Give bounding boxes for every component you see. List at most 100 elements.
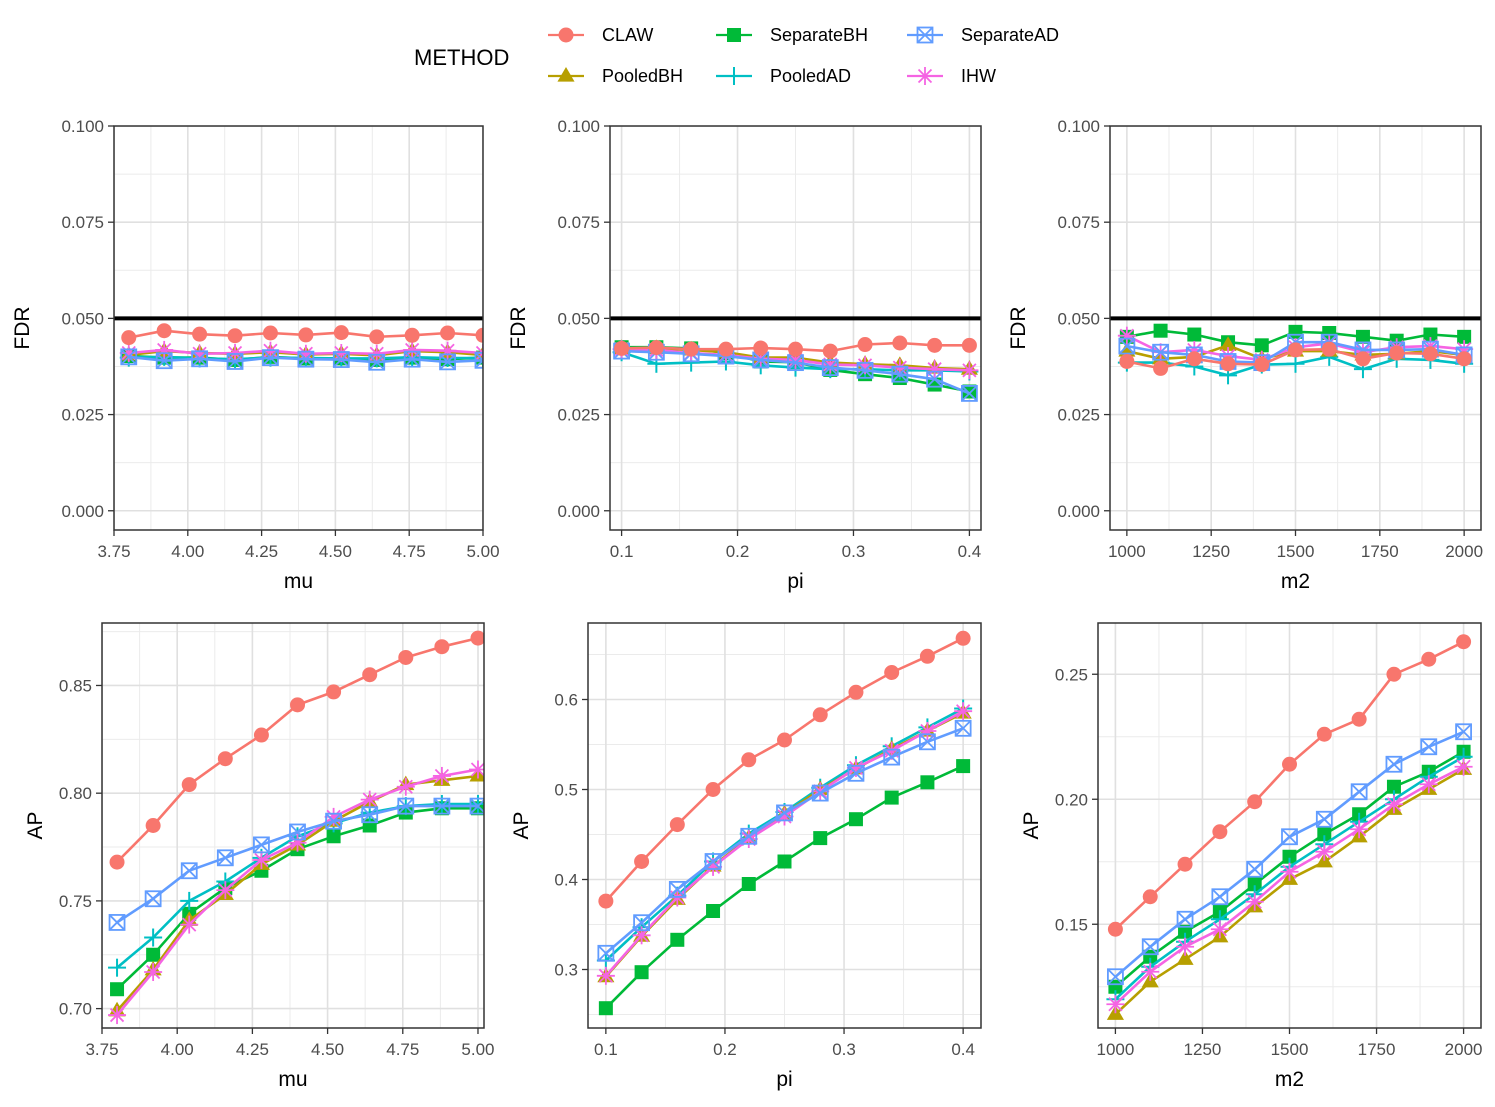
claw-point [1142,889,1158,905]
separatead-point [262,349,279,367]
series-claw [1119,341,1472,376]
series-claw [1107,634,1472,937]
x-axis-title: pi [787,570,803,593]
claw-point [1119,353,1135,369]
ihw-point [1315,842,1334,861]
separatead-point [776,804,793,822]
separatead-point [919,733,936,751]
separatebh-point [634,965,649,980]
legend-label-separatead: SeparateAD [961,25,1059,45]
separatead-point [821,359,839,377]
legend-key-ihw: IHW [907,66,996,86]
separatebh-point [1254,338,1269,353]
claw-point [1389,345,1405,361]
ihw-point [1454,757,1473,776]
separatead-point [403,350,421,368]
claw-point [290,697,306,713]
claw-point [181,777,197,793]
claw-point [333,325,349,341]
claw-point [440,325,456,341]
ihw-point [288,833,307,852]
y-tick-label: 0.025 [61,406,104,425]
x-tick-label: 5.00 [466,542,499,561]
separatead-point [954,719,972,737]
separatebh-point [884,790,899,805]
ihw-point [226,344,245,363]
series-layer [1106,634,1473,1020]
separatead-point [469,797,484,815]
panel-border [587,622,982,1029]
separatead-point [439,353,456,371]
legend-title: METHOD [414,45,509,70]
separatead-point [1152,343,1169,361]
claw-point [1355,351,1371,367]
separatebh-point [1108,979,1123,994]
x-tick-label: 3.75 [97,542,130,561]
x-tick-label: 4.50 [319,542,352,561]
separatebh-point [920,775,935,790]
ihw-point [360,790,379,809]
claw-point [362,667,378,683]
y-tick-label: 0.4 [554,871,578,890]
y-tick-label: 0.050 [61,309,104,328]
x-tick-label: 1750 [1358,1040,1396,1059]
ihw-point [1210,920,1229,939]
x-tick-label: 1500 [1277,542,1315,561]
separatead-point [180,862,198,880]
panel-border [113,125,484,531]
ihw-point [1419,775,1438,794]
ihw-point [1384,795,1403,814]
separatebh-point [1143,949,1158,964]
x-tick-label: 0.1 [610,542,634,561]
x-tick-label: 1250 [1184,1040,1222,1059]
legend-key-claw: CLAW [548,25,653,45]
separatead-point [1211,888,1229,906]
claw-point [1321,341,1337,357]
series-claw [614,335,977,359]
claw-point [1422,346,1438,362]
claw-point [145,818,161,833]
pooledad-point [108,958,127,977]
ihw-point [1245,892,1264,911]
series-separatead [1107,723,1472,986]
x-tick-label: 5.00 [461,1040,494,1059]
claw-point [156,323,172,339]
separatead-point [847,764,865,782]
y-tick-label: 0.100 [557,117,600,136]
legend-key-separatead: SeparateAD [907,25,1059,45]
separatebh-point [1386,779,1401,794]
separatead-point [1420,738,1438,756]
y-tick-label: 0.75 [59,892,92,911]
panel-bottom-middle: 0.1 0.2 0.3 0.4 0.3 0.4 0.5 0.6 pi AP [510,622,982,1091]
separatead-point [361,806,379,824]
x-tick-label: 2000 [1445,542,1483,561]
ihw-point [403,340,422,359]
ihw-point [954,702,973,721]
claw-point [192,326,208,342]
ihw-point [1141,962,1160,981]
panel-top-left: 3.75 4.00 4.25 4.50 4.75 5.00 0.000 0.025 0.050 0… [11,117,500,593]
legend-label-ihw: IHW [961,66,996,86]
separatead-point [891,365,909,383]
grid [588,623,981,1028]
series-layer [612,335,979,402]
x-tick-label: 4.00 [161,1040,194,1059]
separatebh-point [1322,326,1337,341]
separatebh-point [326,829,341,844]
x-axis-title: m2 [1275,1068,1304,1091]
ihw-point [108,1006,127,1025]
separatead-point [325,812,343,830]
ihw-point [119,344,138,363]
claw-point [1316,726,1332,742]
claw-point [884,665,900,680]
pooledad-point [180,891,199,910]
x-tick-label: 2000 [1445,1040,1483,1059]
claw-point [1107,921,1123,937]
separatead-point [811,784,829,802]
y-axis-title: FDR [11,306,34,349]
separatebh-point [1247,877,1262,892]
ihw-point [432,766,451,785]
pooledbh-legend-marker [557,67,575,82]
separatead-point [1176,910,1194,928]
series-separatebh [1108,744,1471,994]
